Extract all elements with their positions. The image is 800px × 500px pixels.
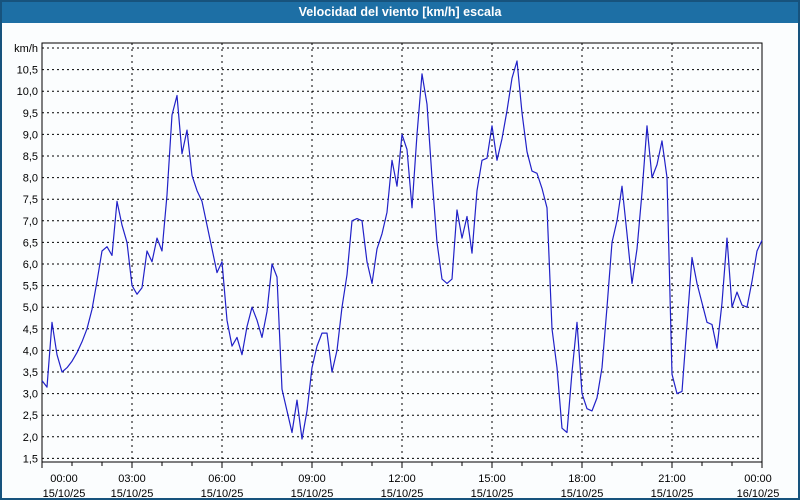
plot-border — [41, 42, 763, 463]
y-tick-label: 7,5 — [23, 194, 38, 206]
y-tick-label: 9,5 — [23, 108, 38, 120]
y-tick-label: 5,0 — [23, 302, 38, 314]
y-tick-label: 8,5 — [23, 151, 38, 163]
y-tick-label: 3,5 — [23, 367, 38, 379]
y-tick-label: 7,0 — [23, 216, 38, 228]
y-tick-label: 9,0 — [23, 129, 38, 141]
x-tick-time-label: 18:00 — [568, 473, 596, 485]
x-tick-date-label: 15/10/25 — [471, 488, 514, 500]
x-tick-time-label: 06:00 — [208, 473, 236, 485]
y-tick-label: 2,5 — [23, 410, 38, 422]
y-tick-label: 6,5 — [23, 237, 38, 249]
y-tick-label: 4,0 — [23, 345, 38, 357]
y-tick-label: 3,0 — [23, 389, 38, 401]
x-tick-time-label: 15:00 — [478, 473, 506, 485]
y-tick-label: 10,0 — [17, 86, 38, 98]
y-tick-label: 2,0 — [23, 432, 38, 444]
x-tick-time-label: 00:00 — [744, 473, 772, 485]
window-title: Velocidad del viento [km/h] escala — [298, 5, 502, 19]
y-tick-label: 8,0 — [23, 173, 38, 185]
x-tick-time-label: 21:00 — [658, 473, 686, 485]
x-tick-date-label: 15/10/25 — [291, 488, 334, 500]
y-tick-label: 10,5 — [17, 65, 38, 77]
title-bar: Velocidad del viento [km/h] escala — [2, 2, 798, 23]
x-tick-date-label: 15/10/25 — [43, 488, 86, 500]
x-tick-date-label: 15/10/25 — [111, 488, 154, 500]
y-tick-label: 5,5 — [23, 281, 38, 293]
x-tick-date-label: 15/10/25 — [201, 488, 244, 500]
y-tick-label: 4,5 — [23, 324, 38, 336]
x-tick-time-label: 03:00 — [118, 473, 146, 485]
x-tick-time-label: 09:00 — [298, 473, 326, 485]
x-tick-date-label: 15/10/25 — [561, 488, 604, 500]
x-tick-time-label: 00:00 — [50, 473, 78, 485]
y-axis-unit-label: km/h — [14, 43, 38, 55]
x-tick-date-label: 16/10/25 — [737, 488, 780, 500]
wind-speed-line — [41, 60, 763, 440]
y-tick-label: 6,0 — [23, 259, 38, 271]
x-tick-time-label: 12:00 — [388, 473, 416, 485]
x-tick-date-label: 15/10/25 — [651, 488, 694, 500]
x-tick-date-label: 15/10/25 — [381, 488, 424, 500]
y-tick-label: 1,5 — [23, 453, 38, 465]
